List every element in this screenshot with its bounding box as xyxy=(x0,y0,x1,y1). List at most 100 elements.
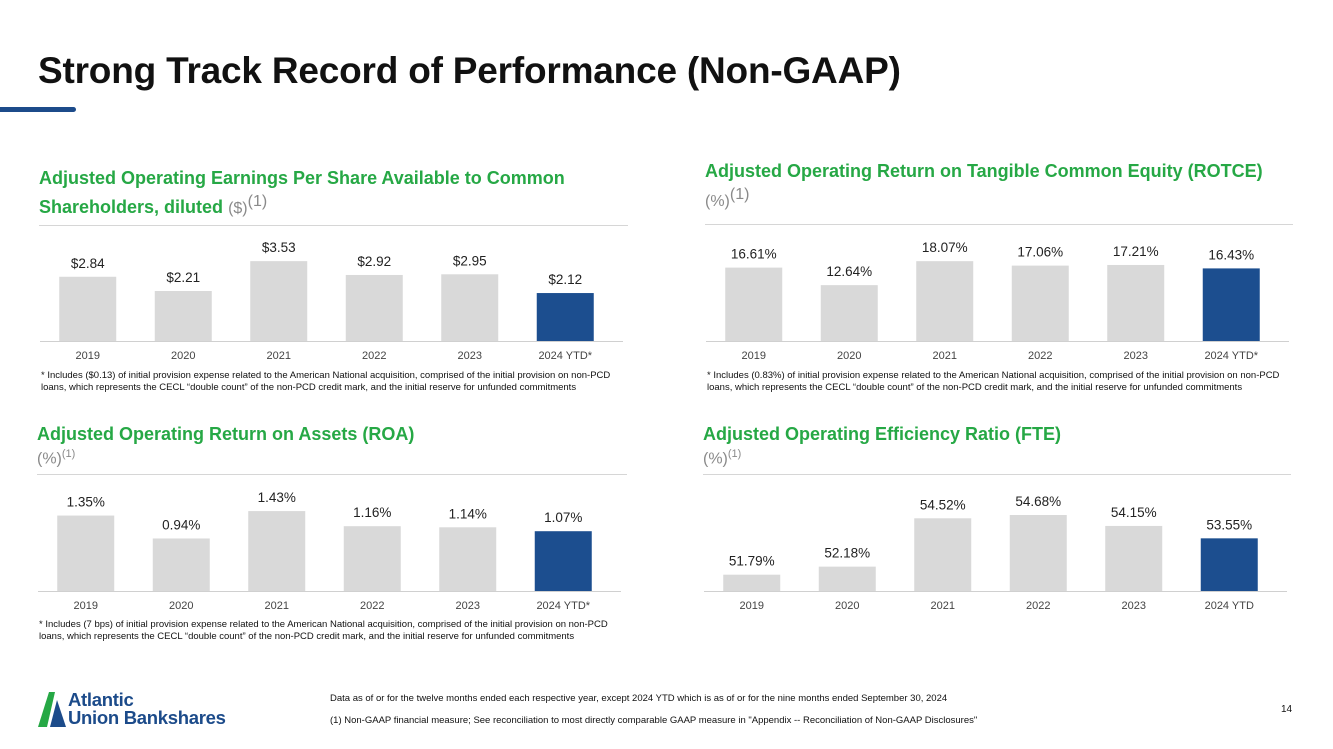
x-tick-label: 2020 xyxy=(835,600,859,612)
chart-unit-line: (%)(1) xyxy=(703,448,741,468)
x-tick-label: 2021 xyxy=(931,600,955,612)
page-title: Strong Track Record of Performance (Non-… xyxy=(38,50,901,91)
chart-title-rotce: Adjusted Operating Return on Tangible Co… xyxy=(705,160,1265,213)
data-label: $3.53 xyxy=(262,240,296,255)
bar-2019 xyxy=(59,276,117,341)
bar-2021 xyxy=(250,261,308,341)
x-tick-label: 2021 xyxy=(267,350,291,362)
chart-unit: ($) xyxy=(228,200,248,217)
bar-2023 xyxy=(439,527,497,591)
bar-2024-ytd xyxy=(1202,268,1260,341)
data-label: $2.84 xyxy=(71,256,105,271)
data-label: 0.94% xyxy=(162,517,200,532)
bar-2022 xyxy=(343,526,401,591)
x-tick-label: 2019 xyxy=(76,350,100,362)
data-label: 54.15% xyxy=(1111,505,1157,520)
data-label: 51.79% xyxy=(729,554,775,569)
chart-unit: (%) xyxy=(703,450,728,468)
chart-divider xyxy=(39,225,628,226)
x-tick-label: 2022 xyxy=(1026,600,1050,612)
bar-2024-ytd xyxy=(534,531,592,591)
title-accent-bar xyxy=(0,107,76,112)
chart-title-efficiency: Adjusted Operating Efficiency Ratio (FTE… xyxy=(703,423,1303,446)
data-label: $2.95 xyxy=(453,253,487,268)
bar-2024-ytd xyxy=(1200,538,1258,591)
footer-nongaap-note: (1) Non-GAAP financial measure; See reco… xyxy=(330,715,978,726)
data-label: 18.07% xyxy=(922,240,968,255)
logo-line-2: Union Bankshares xyxy=(68,707,226,728)
bar-2022 xyxy=(345,274,403,341)
logo-text: Atlantic Union Bankshares xyxy=(68,689,226,728)
data-label: 1.35% xyxy=(67,495,105,510)
bar-2021 xyxy=(248,511,306,591)
bar-2021 xyxy=(916,261,974,341)
chart-unit: (%) xyxy=(705,193,730,210)
x-tick-label: 2020 xyxy=(169,600,193,612)
bar-2022 xyxy=(1011,265,1069,341)
page-number: 14 xyxy=(1281,704,1293,715)
eps-bar-chart: $2.84 2019 $2.21 2020 $3.53 2021 $2.92 2022 $2.9… xyxy=(40,240,623,362)
data-label: $2.12 xyxy=(548,272,582,287)
chart-footnote: * Includes ($0.13) of initial provision … xyxy=(41,370,611,393)
chart-title-eps: Adjusted Operating Earnings Per Share Av… xyxy=(39,167,639,220)
data-label: 17.21% xyxy=(1113,244,1159,259)
chart-title-roa: Adjusted Operating Return on Assets (ROA… xyxy=(37,423,637,446)
footnote-ref: (1) xyxy=(729,186,750,203)
x-tick-label: 2023 xyxy=(456,600,480,612)
data-label: 1.43% xyxy=(258,490,296,505)
footnote-ref: (1) xyxy=(247,193,268,210)
bar-2023 xyxy=(441,274,499,341)
x-tick-label: 2024 YTD* xyxy=(536,600,590,612)
chart-divider xyxy=(37,474,627,475)
footer-data-note: Data as of or for the twelve months ende… xyxy=(330,693,948,704)
data-label: 53.55% xyxy=(1206,517,1252,532)
x-tick-label: 2022 xyxy=(360,600,384,612)
chart-unit: (%) xyxy=(37,450,62,468)
data-label: 1.14% xyxy=(449,506,487,521)
chart-footnote: * Includes (0.83%) of initial provision … xyxy=(707,370,1280,393)
bar-2024-ytd xyxy=(536,293,594,341)
x-tick-label: 2024 YTD xyxy=(1205,600,1254,612)
bar-2020 xyxy=(154,291,212,341)
x-tick-label: 2023 xyxy=(458,350,482,362)
bar-2023 xyxy=(1105,525,1163,591)
data-label: 1.07% xyxy=(544,510,582,525)
efficiency-bar-chart: 51.79% 2019 52.18% 2020 54.52% 2021 54.68% 2022… xyxy=(704,494,1287,612)
x-tick-label: 2022 xyxy=(1028,350,1052,362)
bar-2020 xyxy=(818,566,876,591)
x-tick-label: 2019 xyxy=(74,600,98,612)
data-label: 52.18% xyxy=(824,546,870,561)
bar-2019 xyxy=(725,267,783,341)
bar-2023 xyxy=(1107,264,1165,341)
bar-2022 xyxy=(1009,515,1067,591)
x-tick-label: 2023 xyxy=(1124,350,1148,362)
footnote-ref: (1) xyxy=(727,448,742,460)
x-tick-label: 2019 xyxy=(742,350,766,362)
x-tick-label: 2022 xyxy=(362,350,386,362)
x-tick-label: 2021 xyxy=(265,600,289,612)
x-tick-label: 2021 xyxy=(933,350,957,362)
chart-title-text: Adjusted Operating Earnings Per Share Av… xyxy=(39,168,565,217)
data-label: 16.43% xyxy=(1208,247,1254,262)
chart-divider xyxy=(703,474,1291,475)
data-label: 17.06% xyxy=(1017,245,1063,260)
chart-footnote: * Includes (7 bps) of initial provision … xyxy=(39,619,608,642)
x-tick-label: 2019 xyxy=(740,600,764,612)
data-label: 54.68% xyxy=(1015,494,1061,509)
bar-2021 xyxy=(914,518,972,591)
x-tick-label: 2024 YTD* xyxy=(538,350,592,362)
chart-divider xyxy=(705,224,1293,225)
chart-title-text: Adjusted Operating Return on Tangible Co… xyxy=(705,161,1263,181)
bar-2020 xyxy=(820,285,878,341)
x-tick-label: 2024 YTD* xyxy=(1204,350,1258,362)
logo-line-1: Atlantic xyxy=(68,689,134,710)
logo-mark-icon xyxy=(38,692,66,727)
x-tick-label: 2020 xyxy=(171,350,195,362)
x-tick-label: 2023 xyxy=(1122,600,1146,612)
data-label: $2.21 xyxy=(166,270,200,285)
data-label: 54.52% xyxy=(920,497,966,512)
chart-unit-line: (%)(1) xyxy=(37,448,75,468)
chart-title-text: Adjusted Operating Efficiency Ratio (FTE… xyxy=(703,424,1062,444)
chart-title-text: Adjusted Operating Return on Assets (ROA… xyxy=(37,424,415,444)
data-label: 12.64% xyxy=(826,264,872,279)
